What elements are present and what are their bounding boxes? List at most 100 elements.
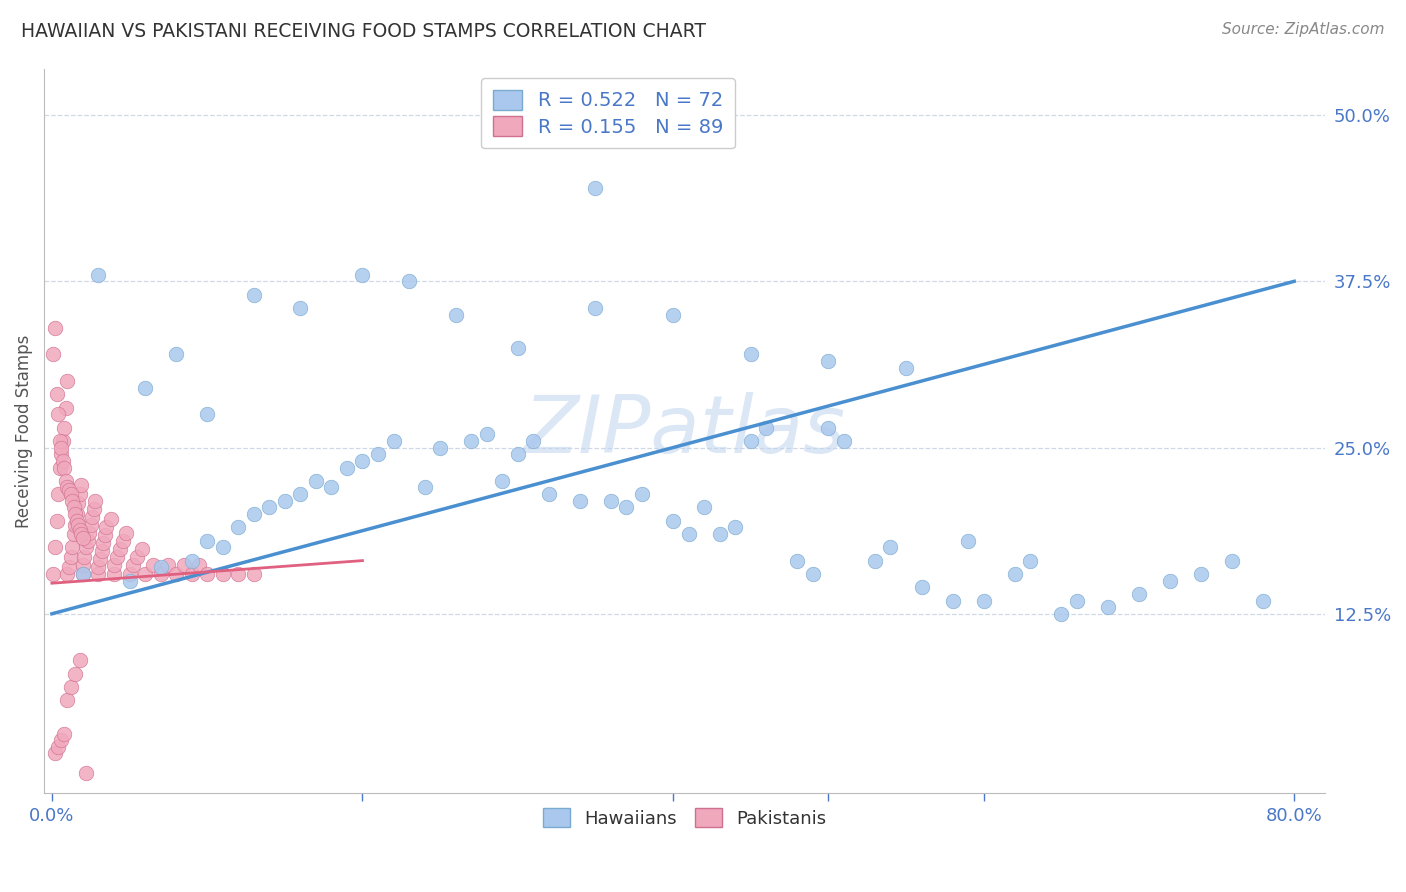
Point [84, 493, 107, 508]
Point [817, 354, 839, 368]
Legend: Hawaiians, Pakistanis: Hawaiians, Pakistanis [536, 801, 834, 835]
Point [46, 407, 69, 421]
Point [62, 527, 84, 541]
Point [44, 747, 66, 761]
Point [69, 487, 91, 501]
Point [51, 441, 73, 455]
Point [55, 401, 77, 415]
Point [211, 541, 233, 555]
Point [305, 474, 328, 488]
Point [82, 509, 104, 524]
Point [108, 541, 131, 556]
Point [72, 531, 94, 545]
Point [51, 447, 73, 461]
Point [52, 434, 75, 448]
Point [69, 523, 91, 537]
Point [786, 553, 808, 567]
Point [506, 447, 529, 461]
Point [73, 549, 96, 564]
Point [105, 549, 128, 564]
Point [67, 517, 90, 532]
Point [321, 480, 343, 494]
Point [910, 580, 932, 594]
Point [87, 268, 110, 282]
Point [242, 566, 264, 581]
Point [957, 533, 980, 548]
Point [59, 549, 82, 564]
Point [1066, 593, 1088, 607]
Point [103, 558, 125, 572]
Point [1019, 553, 1042, 567]
Point [336, 460, 359, 475]
Point [1251, 593, 1274, 607]
Point [53, 726, 76, 740]
Point [165, 347, 187, 361]
Point [55, 474, 77, 488]
Point [75, 766, 97, 780]
Point [66, 514, 89, 528]
Point [77, 525, 100, 540]
Point [83, 501, 105, 516]
Point [134, 566, 156, 581]
Point [382, 434, 405, 448]
Point [118, 566, 141, 581]
Point [46, 739, 69, 754]
Point [537, 487, 560, 501]
Point [51, 733, 73, 747]
Point [755, 420, 778, 434]
Text: HAWAIIAN VS PAKISTANI RECEIVING FOOD STAMPS CORRELATION CHART: HAWAIIAN VS PAKISTANI RECEIVING FOOD STA… [21, 22, 706, 41]
Point [662, 308, 685, 322]
Point [616, 500, 638, 515]
Point [87, 560, 110, 574]
Point [72, 566, 94, 581]
Point [740, 347, 762, 361]
Point [879, 541, 901, 555]
Point [127, 549, 149, 564]
Point [740, 434, 762, 448]
Point [583, 301, 606, 315]
Point [112, 533, 135, 548]
Point [211, 566, 233, 581]
Point [195, 533, 218, 548]
Point [44, 321, 66, 335]
Point [70, 527, 93, 541]
Point [53, 420, 76, 434]
Point [76, 533, 98, 548]
Point [942, 593, 965, 607]
Point [63, 507, 86, 521]
Point [56, 693, 79, 707]
Point [58, 483, 80, 497]
Point [58, 560, 80, 574]
Point [46, 487, 69, 501]
Point [56, 566, 79, 581]
Point [42, 566, 65, 581]
Point [60, 493, 83, 508]
Point [429, 441, 451, 455]
Point [242, 287, 264, 301]
Point [1159, 574, 1181, 588]
Point [226, 520, 249, 534]
Point [45, 387, 67, 401]
Point [242, 507, 264, 521]
Point [91, 536, 114, 550]
Point [48, 460, 70, 475]
Point [709, 527, 731, 541]
Point [195, 407, 218, 421]
Point [491, 474, 513, 488]
Point [444, 308, 467, 322]
Point [157, 558, 180, 572]
Point [600, 493, 623, 508]
Point [87, 566, 110, 581]
Point [188, 558, 211, 572]
Point [367, 447, 389, 461]
Point [583, 181, 606, 195]
Point [195, 566, 218, 581]
Point [115, 525, 138, 540]
Point [149, 566, 172, 581]
Point [96, 520, 118, 534]
Point [352, 454, 374, 468]
Point [63, 666, 86, 681]
Point [1189, 566, 1212, 581]
Point [1097, 600, 1119, 615]
Point [89, 552, 111, 566]
